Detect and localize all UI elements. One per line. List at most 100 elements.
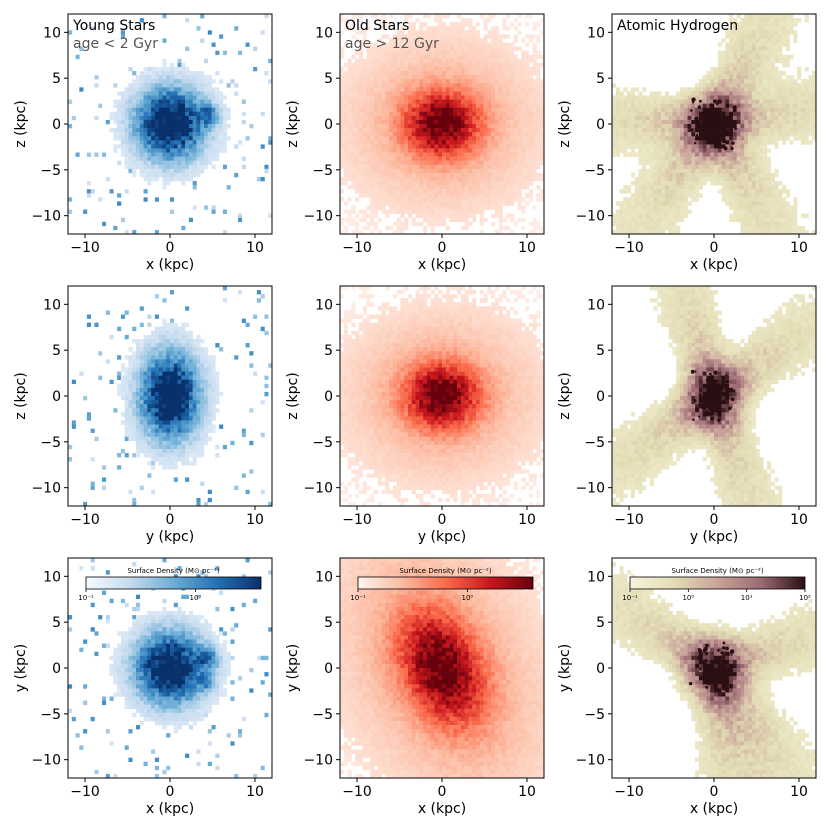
- density-cell: [396, 229, 401, 234]
- density-cell: [188, 83, 193, 88]
- density-cell: [143, 375, 148, 380]
- density-cell: [188, 383, 193, 389]
- density-cell: [445, 71, 450, 76]
- density-cell: [347, 136, 352, 141]
- density-cell: [370, 152, 375, 157]
- density-cell: [139, 379, 144, 385]
- density-cell: [453, 136, 458, 141]
- density-cell: [366, 107, 371, 113]
- density-cell: [128, 148, 133, 153]
- density-cell: [166, 704, 171, 710]
- x-axis-label: y (kpc): [146, 529, 194, 545]
- density-cell: [204, 708, 209, 714]
- density-cell: [154, 444, 159, 450]
- density-cell: [79, 647, 84, 652]
- density-cell: [132, 655, 137, 661]
- density-cell: [392, 140, 397, 145]
- density-cell: [185, 396, 190, 401]
- density-cell: [139, 655, 144, 661]
- density-cell: [192, 99, 197, 104]
- density-cell: [343, 136, 348, 141]
- density-cell: [234, 773, 239, 778]
- density-cell: [132, 79, 137, 84]
- density-cell: [98, 197, 103, 202]
- density-cell: [532, 46, 537, 51]
- density-cell: [90, 627, 95, 632]
- density-cell: [181, 594, 186, 600]
- density-cell: [472, 75, 477, 80]
- density-cell: [374, 58, 379, 64]
- density-cell: [351, 62, 356, 68]
- density-cell: [434, 136, 439, 141]
- density-cell: [457, 111, 462, 117]
- density-cell: [147, 428, 152, 433]
- density-cell: [196, 152, 201, 157]
- density-cell: [536, 62, 541, 68]
- density-cell: [222, 444, 227, 450]
- density-cell: [472, 91, 477, 96]
- density-cell: [487, 124, 492, 129]
- density-cell: [374, 66, 379, 72]
- density-cell: [453, 107, 458, 113]
- density-cell: [426, 14, 431, 19]
- density-cell: [415, 209, 420, 214]
- density-cell: [143, 627, 148, 632]
- density-cell: [162, 152, 167, 157]
- density-cell: [200, 655, 205, 661]
- density-cell: [162, 453, 167, 458]
- density-cell: [151, 87, 156, 92]
- density-cell: [445, 124, 450, 129]
- density-cell: [207, 371, 212, 376]
- density-cell: [154, 619, 159, 624]
- density-cell: [143, 672, 148, 677]
- density-cell: [494, 58, 499, 64]
- density-cell: [260, 176, 265, 182]
- density-cell: [147, 619, 152, 624]
- density-cell: [430, 71, 435, 76]
- density-cell: [158, 103, 163, 108]
- density-cell: [173, 619, 178, 624]
- density-cell: [151, 371, 156, 376]
- density-cell: [351, 115, 356, 121]
- density-cell: [385, 103, 390, 108]
- y-tick-label: −10: [31, 753, 61, 769]
- density-cell: [162, 185, 167, 190]
- density-cell: [521, 197, 526, 202]
- density-cell: [204, 371, 209, 376]
- density-cell: [510, 79, 515, 84]
- density-cell: [173, 610, 178, 616]
- density-cell: [476, 209, 481, 214]
- density-cell: [476, 46, 481, 51]
- density-cell: [196, 391, 201, 397]
- density-cell: [207, 489, 212, 495]
- density-cell: [128, 391, 133, 397]
- density-cell: [479, 115, 484, 121]
- density-cell: [536, 124, 541, 129]
- density-cell: [200, 684, 205, 689]
- density-cell: [124, 420, 129, 425]
- density-cell: [136, 148, 141, 153]
- density-cell: [415, 136, 420, 141]
- density-cell: [442, 99, 447, 104]
- density-cell: [377, 176, 382, 182]
- density-cell: [158, 720, 163, 726]
- density-cell: [151, 379, 156, 385]
- density-cell: [154, 156, 159, 161]
- density-cell: [464, 189, 469, 194]
- density-cell: [170, 461, 175, 466]
- density-cell: [151, 338, 156, 344]
- density-cell: [483, 140, 488, 145]
- density-cell: [358, 30, 363, 35]
- density-cell: [449, 185, 454, 190]
- density-cell: [449, 34, 454, 39]
- density-cell: [136, 359, 141, 364]
- density-cell: [136, 623, 141, 628]
- density-cell: [200, 668, 205, 673]
- density-cell: [128, 66, 133, 72]
- density-cell: [411, 58, 416, 64]
- density-cell: [487, 103, 492, 108]
- density-cell: [200, 615, 205, 620]
- density-cell: [200, 659, 205, 665]
- density-cell: [423, 38, 428, 43]
- density-cell: [494, 140, 499, 145]
